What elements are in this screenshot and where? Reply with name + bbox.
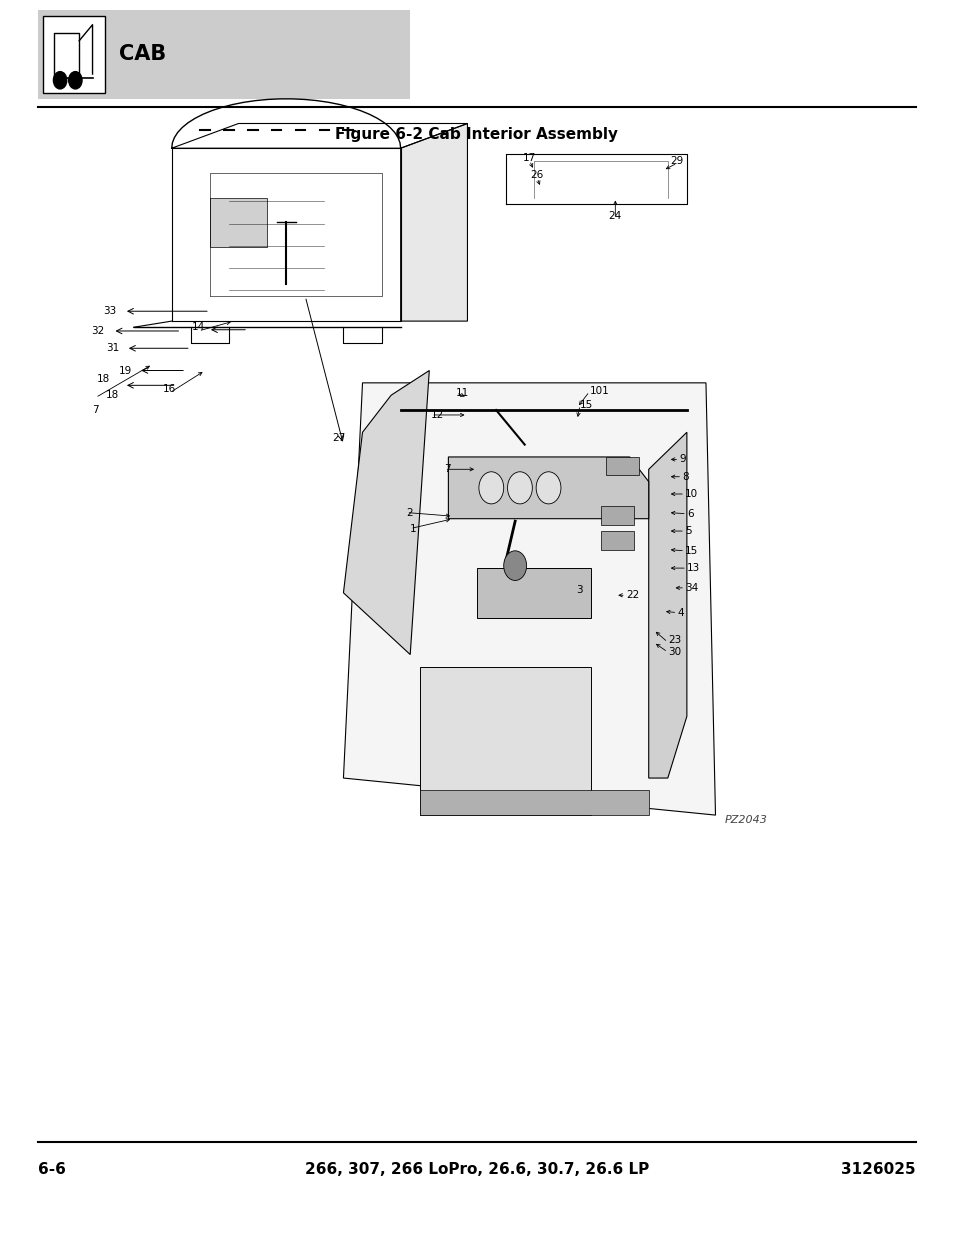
Text: 5: 5 <box>684 526 691 536</box>
Text: 3: 3 <box>576 585 582 595</box>
Text: 8: 8 <box>681 472 688 482</box>
Text: 24: 24 <box>608 211 621 221</box>
Text: 14: 14 <box>192 322 205 332</box>
Text: 6: 6 <box>686 509 693 519</box>
Circle shape <box>53 72 67 89</box>
Text: 7: 7 <box>444 464 451 474</box>
Text: 6-6: 6-6 <box>38 1162 66 1177</box>
Text: 32: 32 <box>91 326 104 336</box>
Polygon shape <box>648 432 686 778</box>
Text: 23: 23 <box>667 635 680 645</box>
Text: 16: 16 <box>163 384 176 394</box>
Text: 15: 15 <box>684 546 698 556</box>
Polygon shape <box>419 667 591 815</box>
Text: 9: 9 <box>679 454 685 464</box>
Bar <box>600 506 634 525</box>
Text: 18: 18 <box>96 374 110 384</box>
Text: CAB: CAB <box>119 44 167 64</box>
Polygon shape <box>343 370 429 655</box>
Text: 266, 307, 266 LoPro, 26.6, 30.7, 26.6 LP: 266, 307, 266 LoPro, 26.6, 30.7, 26.6 LP <box>305 1162 648 1177</box>
Text: 31: 31 <box>106 343 119 353</box>
Polygon shape <box>343 383 715 815</box>
Bar <box>600 531 634 550</box>
Text: 1: 1 <box>410 524 416 534</box>
Polygon shape <box>400 124 467 321</box>
Bar <box>605 457 639 475</box>
Text: 4: 4 <box>677 608 683 618</box>
Text: 22: 22 <box>625 590 639 600</box>
Text: 3126025: 3126025 <box>841 1162 915 1177</box>
Text: 33: 33 <box>103 306 116 316</box>
Polygon shape <box>476 568 591 618</box>
Text: 7: 7 <box>92 405 98 415</box>
Text: Figure 6-2 Cab Interior Assembly: Figure 6-2 Cab Interior Assembly <box>335 127 618 142</box>
Circle shape <box>507 472 532 504</box>
Text: 27: 27 <box>332 433 345 443</box>
Text: 10: 10 <box>684 489 698 499</box>
Text: 17: 17 <box>522 153 536 163</box>
Text: 29: 29 <box>670 156 683 165</box>
Text: 19: 19 <box>119 366 132 375</box>
Text: 15: 15 <box>579 400 593 410</box>
Polygon shape <box>419 790 648 815</box>
Text: 12: 12 <box>431 410 444 420</box>
Circle shape <box>536 472 560 504</box>
Bar <box>38 10 410 99</box>
Circle shape <box>503 551 526 580</box>
Text: 18: 18 <box>106 390 119 400</box>
Text: 34: 34 <box>684 583 698 593</box>
Text: 2: 2 <box>406 508 413 517</box>
Text: PZ2043: PZ2043 <box>724 815 767 825</box>
Text: 26: 26 <box>530 170 543 180</box>
Polygon shape <box>210 198 267 247</box>
Text: 101: 101 <box>589 387 609 396</box>
Polygon shape <box>448 457 648 519</box>
Circle shape <box>478 472 503 504</box>
Text: 13: 13 <box>686 563 700 573</box>
Text: 30: 30 <box>667 647 680 657</box>
Text: 11: 11 <box>456 388 469 398</box>
Bar <box>43 16 105 93</box>
Circle shape <box>69 72 82 89</box>
